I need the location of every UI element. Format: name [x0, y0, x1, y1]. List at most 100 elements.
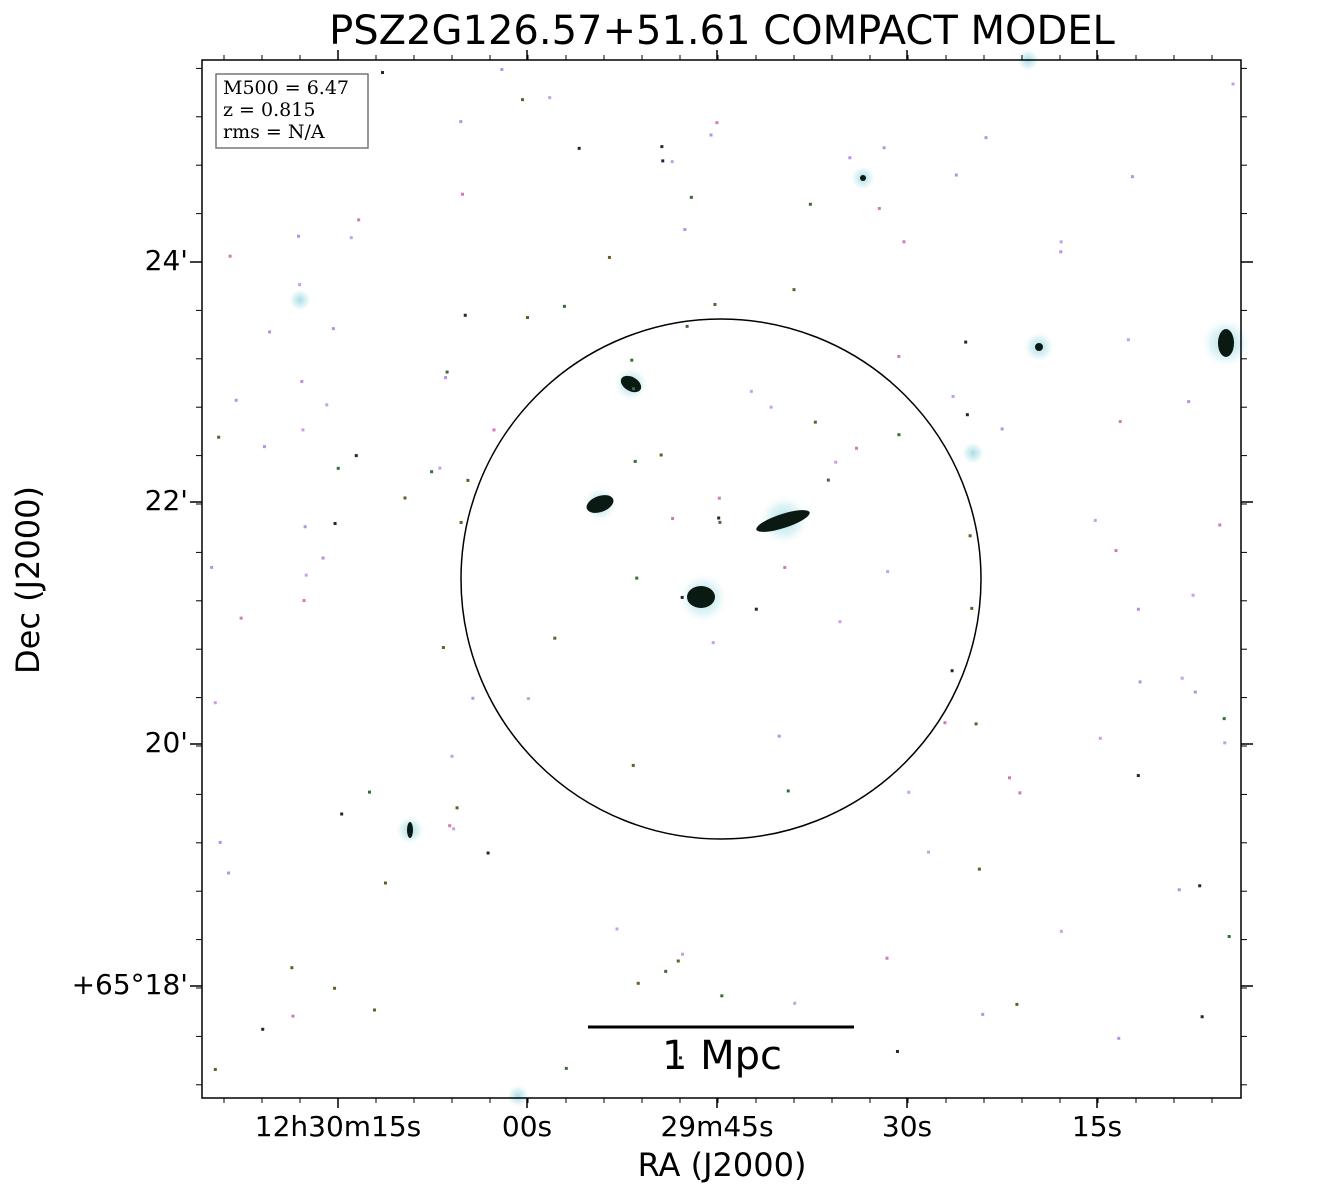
speckle: [300, 379, 304, 383]
speckle: [715, 121, 719, 125]
info-box-frame: [215, 73, 369, 149]
speckle: [213, 1067, 217, 1071]
speckle: [1223, 741, 1227, 745]
aperture-circle: [460, 318, 982, 840]
speckle: [709, 133, 713, 137]
speckle: [786, 789, 790, 793]
speckle: [670, 160, 674, 164]
y-tick-label: +65°18': [72, 968, 188, 1001]
speckle: [1059, 250, 1063, 254]
speckle: [897, 355, 901, 359]
source: [860, 175, 866, 181]
speckle: [754, 607, 758, 611]
speckle: [783, 565, 787, 569]
speckle: [298, 283, 302, 287]
speckle: [521, 98, 525, 102]
speckle: [1059, 929, 1063, 933]
speckle: [1198, 884, 1202, 888]
speckle: [1000, 427, 1004, 431]
speckle: [1059, 240, 1063, 244]
speckle: [882, 146, 886, 150]
speckle: [977, 867, 981, 871]
title: PSZ2G126.57+51.61 COMPACT MODEL: [329, 8, 1115, 54]
speckle: [826, 478, 830, 482]
speckle: [717, 516, 721, 520]
speckle: [450, 754, 454, 758]
speckle: [681, 952, 685, 956]
speckle: [717, 496, 721, 500]
x-axis-label: RA (J2000): [638, 1146, 807, 1184]
speckle: [228, 254, 232, 258]
speckle: [463, 313, 467, 317]
speckle: [713, 302, 717, 306]
speckle: [848, 156, 852, 160]
speckle: [492, 428, 496, 432]
speckle: [262, 445, 266, 449]
speckle: [680, 595, 684, 599]
speckle: [838, 620, 842, 624]
speckle: [455, 806, 459, 810]
speckle: [460, 192, 464, 196]
speckle: [1231, 82, 1235, 86]
speckle: [357, 218, 361, 222]
speckle: [902, 240, 906, 244]
speckle: [290, 966, 294, 970]
speckle: [448, 824, 452, 828]
speckle: [749, 389, 753, 393]
x-tick-label: 12h30m15s: [255, 1110, 422, 1143]
speckle: [1126, 338, 1130, 342]
speckle: [1136, 774, 1140, 778]
speckle: [1117, 1036, 1121, 1040]
source: [620, 375, 642, 393]
speckle: [659, 453, 663, 457]
speckle: [981, 1012, 985, 1016]
plot-frame: [201, 59, 1242, 1099]
speckle: [685, 324, 689, 328]
speckle: [239, 616, 243, 620]
sources: [288, 48, 1252, 1108]
x-tick-label: 29m45s: [660, 1110, 773, 1143]
speckle: [562, 304, 566, 308]
source: [1218, 329, 1234, 357]
y-tick-label: 20': [145, 726, 188, 759]
speckle: [886, 570, 890, 574]
speckle: [304, 573, 308, 577]
speckle: [1008, 776, 1012, 780]
info-line: z = 0.815: [223, 99, 315, 121]
speckle: [302, 599, 306, 603]
speckle: [1177, 888, 1181, 892]
speckle: [1136, 607, 1140, 611]
speckle: [383, 881, 387, 885]
speckle: [1218, 523, 1222, 527]
speckle: [466, 478, 470, 482]
speckle: [367, 790, 371, 794]
speckle: [1180, 676, 1184, 680]
speckle: [633, 459, 637, 463]
x-tick-label: 15s: [1072, 1110, 1122, 1143]
speckle: [793, 1001, 797, 1005]
speckle: [1222, 717, 1226, 721]
speckle: [1018, 791, 1022, 795]
speckle: [441, 646, 445, 650]
speckle: [217, 435, 221, 439]
speckle: [974, 722, 978, 726]
speckle: [769, 405, 773, 409]
speckle: [630, 358, 634, 362]
speckle: [885, 956, 889, 960]
speckle: [553, 636, 557, 640]
speckle: [500, 68, 504, 72]
speckle: [792, 288, 796, 292]
speckle: [968, 534, 972, 538]
speckle: [218, 840, 222, 844]
speckle: [548, 96, 552, 100]
speckle: [676, 959, 680, 963]
speckle: [834, 460, 838, 464]
speckle: [664, 969, 668, 973]
y-tick-label: 22': [145, 484, 188, 517]
source: [1035, 343, 1043, 351]
source: [407, 822, 413, 838]
speckle: [808, 202, 812, 206]
speckle: [261, 1027, 265, 1031]
